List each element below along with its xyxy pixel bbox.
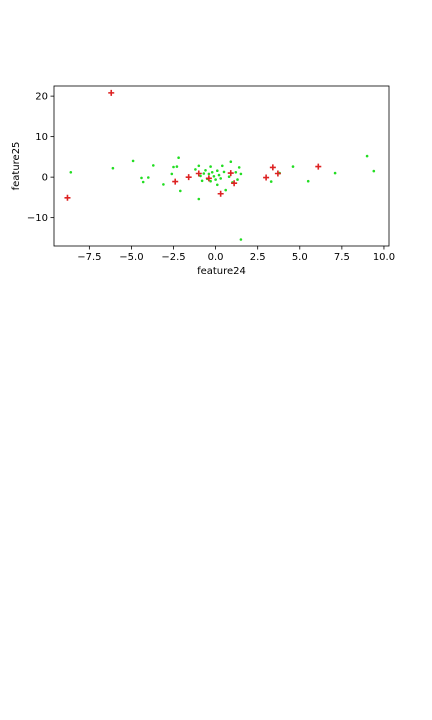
inlier-point-25 — [213, 175, 216, 178]
y-axis-label: feature25 — [11, 142, 22, 191]
inlier-point-27 — [216, 169, 219, 172]
y-tick-label-2: 10 — [35, 132, 48, 143]
inlier-point-10 — [176, 165, 179, 168]
x-tick-label-3: 0.0 — [208, 252, 224, 263]
inlier-point-6 — [152, 164, 155, 167]
inlier-point-17 — [201, 180, 204, 183]
x-tick-label-2: −2.5 — [161, 252, 185, 263]
inlier-point-7 — [162, 183, 165, 186]
inlier-point-24 — [211, 171, 214, 174]
x-tick-label-0: −7.5 — [77, 252, 101, 263]
inlier-point-12 — [179, 190, 182, 193]
inlier-point-45 — [307, 180, 310, 183]
inlier-point-22 — [209, 165, 212, 168]
y-tick-label-0: −10 — [27, 213, 48, 224]
inlier-point-18 — [203, 172, 206, 175]
x-tick-label-6: 7.5 — [334, 252, 350, 263]
x-tick-label-7: 10.0 — [373, 252, 395, 263]
inlier-point-44 — [292, 165, 295, 168]
inlier-point-46 — [334, 172, 337, 175]
inlier-point-30 — [219, 177, 222, 180]
inlier-point-37 — [235, 171, 238, 174]
inlier-point-42 — [270, 180, 273, 183]
inlier-point-15 — [198, 198, 201, 201]
inlier-point-39 — [238, 166, 241, 169]
inlier-point-47 — [366, 155, 369, 158]
inlier-point-28 — [216, 184, 219, 187]
inlier-point-29 — [218, 174, 221, 177]
inlier-point-11 — [177, 156, 180, 159]
x-tick-label-4: 2.5 — [250, 252, 266, 263]
inlier-point-32 — [223, 171, 226, 174]
inlier-point-8 — [171, 173, 174, 176]
inlier-point-1 — [112, 167, 115, 170]
inlier-point-35 — [230, 160, 233, 163]
inlier-point-26 — [214, 178, 217, 181]
inlier-point-13 — [194, 168, 197, 171]
inlier-point-48 — [373, 170, 376, 173]
x-tick-label-1: −5.0 — [119, 252, 143, 263]
inlier-point-2 — [132, 160, 135, 163]
inlier-point-4 — [142, 181, 145, 184]
inlier-point-16 — [199, 175, 202, 178]
inlier-point-9 — [172, 166, 175, 169]
inlier-point-33 — [224, 189, 227, 192]
inlier-point-23 — [209, 180, 212, 183]
inlier-point-3 — [140, 177, 143, 180]
y-tick-label-3: 20 — [35, 92, 48, 103]
inlier-point-21 — [208, 173, 211, 176]
inlier-point-41 — [240, 238, 243, 241]
y-tick-label-1: 0 — [42, 173, 48, 184]
inlier-point-31 — [221, 165, 224, 168]
inlier-point-14 — [198, 165, 201, 168]
x-axis-label: feature24 — [197, 266, 246, 277]
inlier-point-38 — [236, 178, 239, 181]
inlier-point-0 — [70, 171, 73, 174]
inlier-point-5 — [147, 176, 150, 179]
x-tick-label-5: 5.0 — [292, 252, 308, 263]
inlier-point-40 — [240, 173, 243, 176]
inlier-point-19 — [204, 169, 207, 172]
